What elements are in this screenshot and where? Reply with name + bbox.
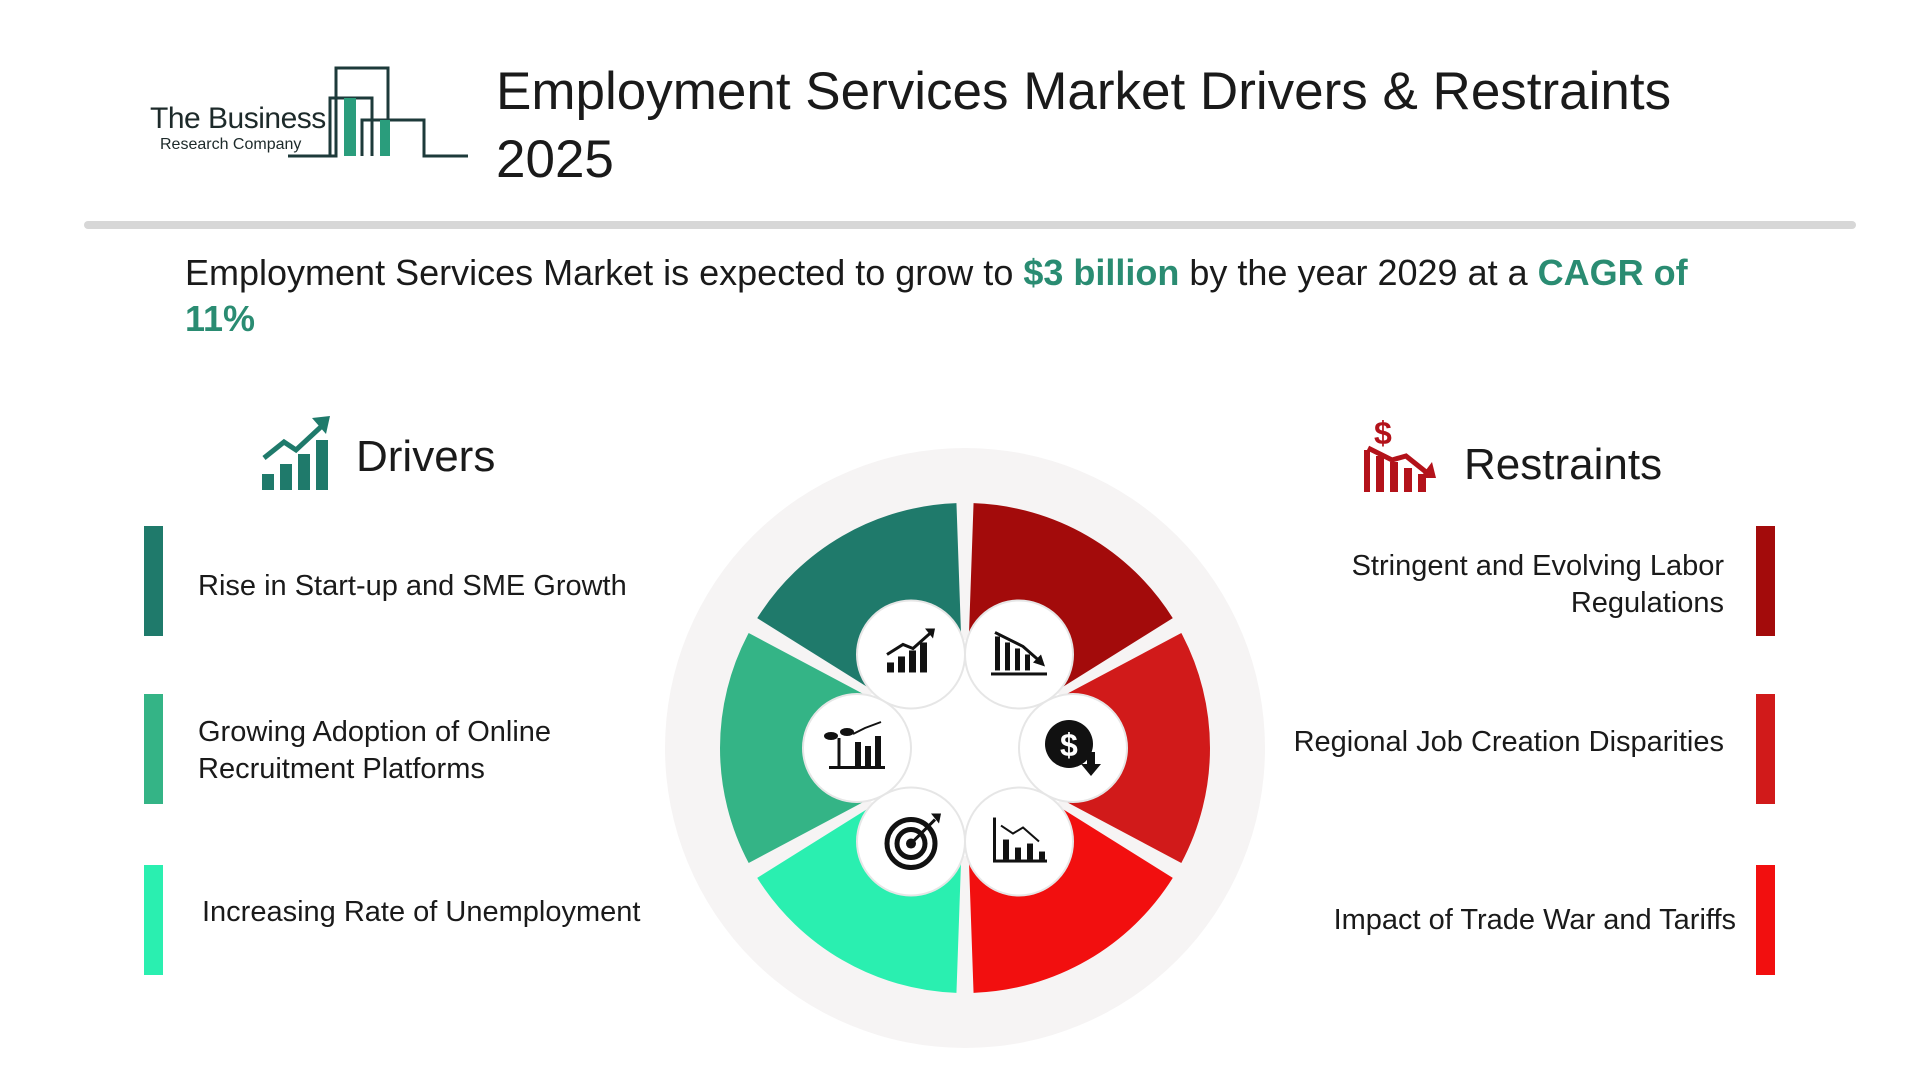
drivers-restraints-wheel: $	[665, 448, 1265, 1048]
restraint-bar-3	[1756, 865, 1775, 975]
restraints-heading: Restraints	[1464, 440, 1663, 489]
summary-text-mid: by the year 2029 at a	[1179, 252, 1538, 293]
driver-bar-2	[144, 694, 163, 804]
restraint-bar-2	[1756, 694, 1775, 804]
driver-bar-1	[144, 526, 163, 636]
logo-name: The Business	[150, 102, 326, 135]
summary-value: $3 billion	[1023, 252, 1180, 293]
dollar-down-icon: $	[1018, 693, 1128, 803]
driver-bar-3	[144, 865, 163, 975]
growth-chart-icon	[856, 599, 966, 710]
header-divider	[84, 221, 1856, 229]
downtrend-chart-icon	[964, 786, 1074, 897]
target-icon	[856, 786, 966, 897]
driver-item-3: Increasing Rate of Unemployment	[202, 896, 641, 928]
logo-buildings-icon	[288, 66, 468, 158]
restraint-item-3: Impact of Trade War and Tariffs	[1333, 904, 1736, 936]
plant-growth-icon	[802, 693, 912, 803]
restraint-item-1: Stringent and Evolving Labor Regulations	[1351, 550, 1724, 619]
drivers-heading: Drivers	[356, 432, 496, 481]
decline-chart-icon	[964, 599, 1074, 710]
company-logo: The Business Research Company	[148, 64, 468, 164]
restraint-item-2: Regional Job Creation Disparities	[1293, 726, 1724, 758]
restraints-decline-icon: $	[1364, 416, 1436, 492]
svg-text:$: $	[1060, 727, 1078, 763]
drivers-growth-icon	[262, 416, 330, 490]
restraint-segment-2	[1062, 632, 1210, 864]
summary-text-start: Employment Services Market is expected t…	[185, 252, 1024, 293]
driver-segment-2	[720, 632, 868, 864]
market-summary: Employment Services Market is expected t…	[185, 250, 1745, 342]
svg-text:$: $	[1374, 416, 1392, 451]
driver-item-1: Rise in Start-up and SME Growth	[198, 570, 627, 602]
summary-cagr: CAGR of 11%	[185, 252, 1688, 339]
logo-subtitle: Research Company	[160, 136, 302, 153]
restraint-bar-1	[1756, 526, 1775, 636]
page-title: Employment Services Market Drivers & Res…	[496, 62, 1672, 189]
driver-item-2: Growing Adoption of Online Recruitment P…	[198, 716, 552, 785]
